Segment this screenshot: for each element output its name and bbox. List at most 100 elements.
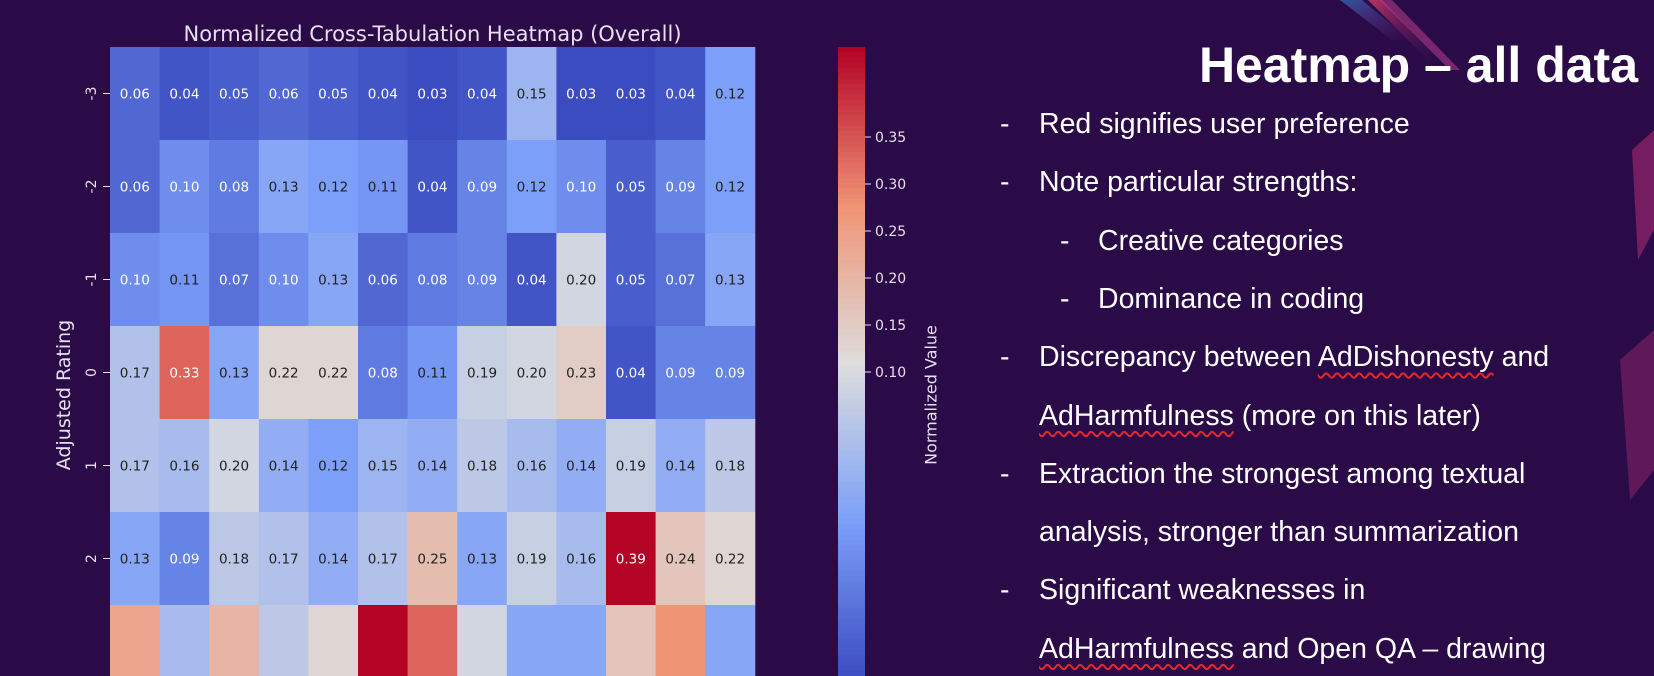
bullet-dash: - bbox=[1000, 166, 1010, 199]
heatmap-cell bbox=[159, 233, 210, 327]
colorbar-segment bbox=[838, 136, 865, 143]
colorbar-segment bbox=[838, 183, 865, 190]
heatmap-cell bbox=[407, 233, 458, 327]
heatmap-cell-label: 0.03 bbox=[616, 87, 646, 103]
colorbar-segment bbox=[838, 497, 865, 504]
heatmap-cell bbox=[159, 140, 210, 234]
colorbar-segment bbox=[838, 398, 865, 405]
heatmap-cell-label: 0.04 bbox=[417, 180, 447, 196]
heatmap-cell bbox=[506, 326, 557, 420]
colorbar-segment bbox=[838, 109, 865, 116]
colorbar-tick-label: 0.30 bbox=[875, 177, 906, 193]
heatmap-cell bbox=[308, 419, 359, 513]
bullet-text: Discrepancy between AdDishonesty and bbox=[1039, 341, 1549, 374]
bullet-dash: - bbox=[1000, 574, 1010, 607]
colorbar-segment bbox=[838, 272, 865, 279]
heatmap-cell-label: 0.17 bbox=[120, 459, 150, 475]
colorbar-segment bbox=[838, 214, 865, 221]
heatmap-cell-label: 0.04 bbox=[467, 87, 497, 103]
heatmap-cell-label: 0.13 bbox=[318, 273, 348, 289]
heatmap-cell-label: 0.04 bbox=[517, 273, 547, 289]
heatmap-cell bbox=[556, 326, 607, 420]
colorbar-segment bbox=[838, 424, 865, 431]
heatmap-cell bbox=[705, 47, 756, 141]
colorbar-segment bbox=[838, 440, 865, 447]
colorbar-segment bbox=[838, 261, 865, 268]
heatmap-cell-partial bbox=[209, 605, 260, 676]
colorbar-segment bbox=[838, 120, 865, 127]
colorbar-segment bbox=[838, 99, 865, 106]
y-tick-label: -2 bbox=[84, 180, 100, 194]
heatmap-cell-label: 0.08 bbox=[368, 366, 398, 382]
heatmap-cell-label: 0.06 bbox=[269, 87, 299, 103]
heatmap-cell bbox=[506, 47, 557, 141]
heatmap-cell-label: 0.07 bbox=[219, 273, 249, 289]
y-tick-label: -1 bbox=[84, 273, 100, 287]
heatmap-cell-label: 0.20 bbox=[517, 366, 547, 382]
heatmap-cell bbox=[506, 419, 557, 513]
colorbar-segment bbox=[838, 52, 865, 59]
y-tick-label: 2 bbox=[84, 554, 100, 563]
heatmap-cell bbox=[655, 47, 706, 141]
heatmap-cell bbox=[258, 47, 309, 141]
heatmap-cell bbox=[258, 512, 309, 606]
colorbar-segment bbox=[838, 78, 865, 85]
heatmap-cell bbox=[556, 47, 607, 141]
heatmap-cell bbox=[110, 47, 161, 141]
heatmap-cell-label: 0.18 bbox=[467, 459, 497, 475]
colorbar-segment bbox=[838, 655, 865, 662]
colorbar-segment bbox=[838, 644, 865, 651]
colorbar-segment bbox=[838, 602, 865, 609]
colorbar-segment bbox=[838, 550, 865, 557]
heatmap-cell-label: 0.06 bbox=[368, 273, 398, 289]
colorbar-segment bbox=[838, 335, 865, 342]
colorbar-segment bbox=[838, 623, 865, 630]
heatmap-cell bbox=[556, 233, 607, 327]
heatmap-cell-label: 0.04 bbox=[368, 87, 398, 103]
colorbar-tick-label: 0.15 bbox=[875, 318, 906, 334]
colorbar-segment bbox=[838, 314, 865, 321]
heatmap-cell bbox=[606, 419, 657, 513]
colorbar-segment bbox=[838, 282, 865, 289]
heatmap-cell-label: 0.09 bbox=[467, 273, 497, 289]
bullet-dash: - bbox=[1000, 341, 1010, 374]
colorbar-segment bbox=[838, 47, 865, 54]
colorbar-segment bbox=[838, 571, 865, 578]
heatmap-cell bbox=[407, 326, 458, 420]
colorbar-segment bbox=[838, 199, 865, 206]
heatmap-cell bbox=[655, 140, 706, 234]
heatmap-cell bbox=[606, 326, 657, 420]
colorbar-segment bbox=[838, 62, 865, 69]
heatmap-cell bbox=[506, 512, 557, 606]
bullet-text-segment: analysis, stronger than summarization bbox=[1039, 516, 1519, 549]
colorbar-segment bbox=[838, 639, 865, 646]
heatmap-cell bbox=[358, 140, 409, 234]
bullet-text: Red signifies user preference bbox=[1039, 108, 1410, 141]
colorbar-segment bbox=[838, 162, 865, 169]
heatmap-cell-label: 0.12 bbox=[517, 180, 547, 196]
spellcheck-flagged-word: AdDishonesty bbox=[1317, 341, 1494, 374]
heatmap-cell bbox=[209, 419, 260, 513]
bullet-text-segment: (more on this later) bbox=[1233, 399, 1481, 432]
colorbar-segment bbox=[838, 455, 865, 462]
heatmap-cell-label: 0.12 bbox=[318, 180, 348, 196]
bullet-text-segment: and bbox=[1493, 341, 1550, 374]
colorbar-segment bbox=[838, 508, 865, 515]
colorbar-segment bbox=[838, 413, 865, 420]
heatmap-cell bbox=[457, 233, 508, 327]
colorbar-segment bbox=[838, 539, 865, 546]
heatmap-cell bbox=[556, 512, 607, 606]
heatmap-cell-label: 0.06 bbox=[120, 180, 150, 196]
heatmap-cell bbox=[258, 140, 309, 234]
heatmap-cell-label: 0.11 bbox=[417, 366, 447, 382]
heatmap-cell-label: 0.14 bbox=[566, 459, 596, 475]
heatmap-cell bbox=[209, 233, 260, 327]
heatmap-cell-label: 0.15 bbox=[517, 87, 547, 103]
colorbar-segment bbox=[838, 576, 865, 583]
heatmap-cell bbox=[209, 512, 260, 606]
colorbar-segment bbox=[838, 523, 865, 531]
heatmap-cell-label: 0.14 bbox=[417, 459, 447, 475]
bullet-dash: - bbox=[1000, 108, 1010, 140]
colorbar-segment bbox=[838, 309, 865, 316]
